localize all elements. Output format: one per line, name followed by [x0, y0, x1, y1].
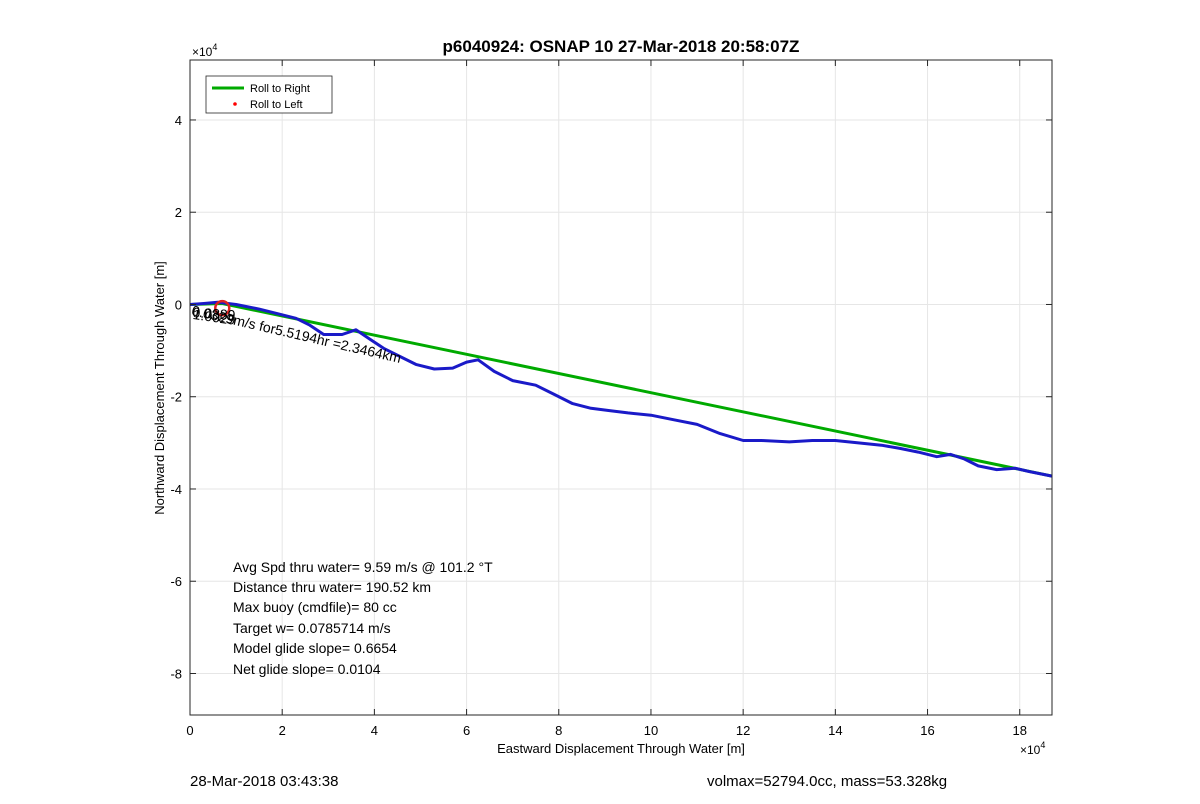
y-tick-label: -2: [170, 390, 182, 405]
plot-annotation-2: 0.0889: [192, 304, 236, 323]
stat-max-buoy: Max buoy (cmdfile)= 80 cc: [233, 599, 397, 615]
y-tick-label: 0: [175, 297, 182, 312]
legend-label-roll-right: Roll to Right: [250, 83, 310, 95]
legend: Roll to Right Roll to Left: [205, 75, 333, 114]
plot-frame: [189, 59, 1053, 716]
x-tick-label: 12: [736, 723, 750, 738]
y-tick-label: -8: [170, 666, 182, 681]
grid: [189, 60, 1052, 715]
x-axis-label: Eastward Displacement Through Water [m]: [497, 741, 745, 756]
x-tick-label: 0: [186, 723, 193, 738]
footer-timestamp: 28-Mar-2018 03:43:38: [190, 773, 339, 790]
x-tick-label: 8: [555, 723, 562, 738]
stat-net-glide: Net glide slope= 0.0104: [233, 661, 381, 677]
stat-avg-speed: Avg Spd thru water= 9.59 m/s @ 101.2 °T: [233, 559, 493, 575]
plot-annotation-1: 1.0029: [192, 306, 237, 328]
tick-group: 0 2 4 6 8 10 12 14 16 18 -8 -6 -4 -2 0 2 4: [170, 60, 1052, 738]
chart: 0 2 4 6 8 10 12 14 16 18 -8 -6 -4 -2 0 2 4 p6040924: OSN…: [152, 37, 1053, 757]
x-exponent-base: ×10: [1020, 743, 1041, 757]
stat-model-glide: Model glide slope= 0.6654: [233, 640, 397, 656]
x-axis-exponent: ×104: [1020, 740, 1045, 757]
x-tick-label: 10: [644, 723, 658, 738]
x-tick-label: 2: [279, 723, 286, 738]
stat-target-w: Target w= 0.0785714 m/s: [233, 620, 391, 636]
x-tick-label: 6: [463, 723, 470, 738]
y-axis-exponent: ×104: [192, 42, 217, 59]
x-tick-label: 14: [828, 723, 842, 738]
y-exponent-base: ×10: [192, 45, 213, 59]
series-group: [189, 299, 1053, 478]
x-exponent-power: 4: [1040, 740, 1045, 750]
series-line-1: [189, 300, 1053, 478]
y-tick-label: -4: [170, 482, 182, 497]
legend-box: [205, 75, 333, 114]
x-tick-label: 18: [1012, 723, 1026, 738]
y-tick-label: 2: [175, 205, 182, 220]
x-tick-label: 16: [920, 723, 934, 738]
footer-mass-info: volmax=52794.0cc, mass=53.328kg: [707, 773, 948, 790]
chart-title: p6040924: OSNAP 10 27-Mar-2018 20:58:07Z: [443, 37, 800, 56]
stats-block: Avg Spd thru water= 9.59 m/s @ 101.2 °T …: [233, 559, 493, 677]
y-exponent-power: 4: [212, 42, 217, 52]
y-tick-label: -6: [170, 574, 182, 589]
stat-distance: Distance thru water= 190.52 km: [233, 579, 431, 595]
x-tick-label: 4: [371, 723, 378, 738]
y-axis-label: Northward Displacement Through Water [m]: [152, 261, 167, 515]
start-marker: [214, 299, 231, 317]
legend-label-roll-left: Roll to Left: [250, 99, 303, 111]
y-tick-label: 4: [175, 113, 182, 128]
legend-swatch-roll-left: [233, 102, 237, 106]
